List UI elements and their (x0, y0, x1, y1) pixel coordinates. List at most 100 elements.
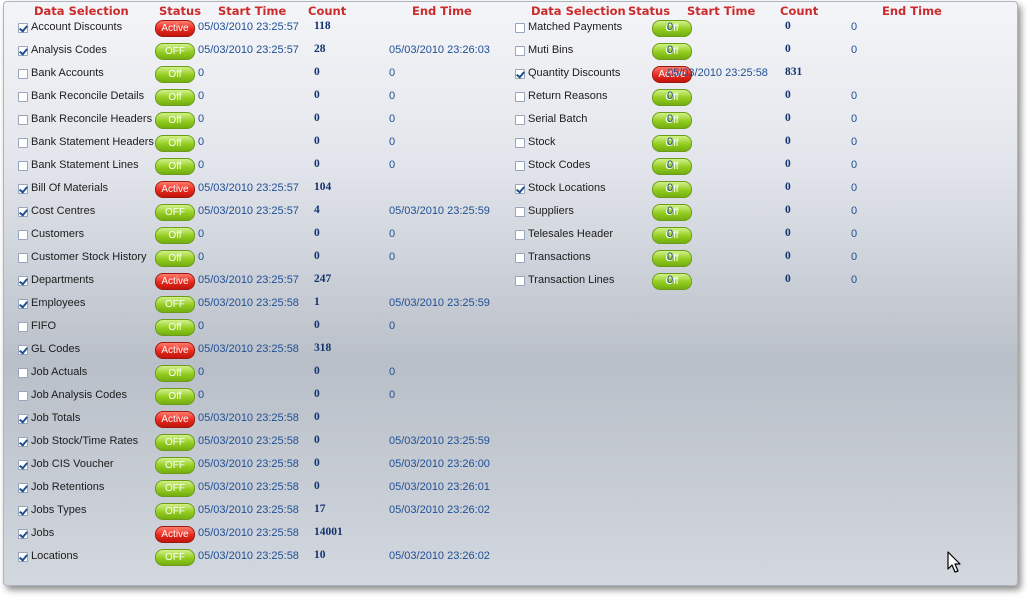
selection-checkbox[interactable] (515, 161, 525, 171)
status-toggle[interactable]: Active (652, 66, 692, 83)
selection-checkbox[interactable] (18, 115, 28, 125)
selection-checkbox[interactable] (515, 184, 525, 194)
selection-name: Employees (31, 297, 86, 309)
status-toggle[interactable]: Off (652, 20, 692, 37)
selection-row: Bank Statement Lines Off 0 0 0 (18, 157, 498, 177)
end-time-value: 05/03/2010 23:26:02 (389, 550, 490, 562)
start-time-value: 05/03/2010 23:25:58 (198, 343, 299, 355)
selection-checkbox[interactable] (18, 23, 28, 33)
selection-checkbox[interactable] (18, 138, 28, 148)
selection-checkbox[interactable] (18, 299, 28, 309)
status-toggle[interactable]: OFF (155, 204, 195, 221)
selection-name: Cost Centres (31, 205, 96, 217)
status-toggle[interactable]: Active (155, 342, 195, 359)
selection-checkbox[interactable] (515, 253, 525, 263)
selection-checkbox[interactable] (18, 529, 28, 539)
selection-checkbox[interactable] (515, 69, 525, 79)
selection-row: Quantity Discounts Active 05/03/2010 23:25… (515, 65, 995, 85)
selection-row: GL Codes Active 05/03/2010 23:25:58 318 (18, 341, 498, 361)
status-toggle[interactable]: Off (155, 89, 195, 106)
selection-checkbox[interactable] (515, 207, 525, 217)
status-toggle[interactable]: Active (155, 181, 195, 198)
status-toggle[interactable]: Off (652, 250, 692, 267)
selection-checkbox[interactable] (18, 506, 28, 516)
status-toggle[interactable]: OFF (155, 457, 195, 474)
status-toggle[interactable]: Off (652, 227, 692, 244)
start-time-value: 0 (198, 136, 205, 148)
status-toggle[interactable]: Off (155, 365, 195, 382)
header-end-time-left: End Time (412, 4, 472, 18)
status-toggle[interactable]: Off (652, 158, 692, 175)
start-time-value: 0 (667, 159, 674, 171)
status-toggle[interactable]: Off (155, 319, 195, 336)
status-toggle[interactable]: OFF (155, 503, 195, 520)
selection-checkbox[interactable] (18, 345, 28, 355)
status-toggle[interactable]: OFF (155, 43, 195, 60)
selection-checkbox[interactable] (18, 161, 28, 171)
selection-checkbox[interactable] (18, 460, 28, 470)
selection-checkbox[interactable] (18, 92, 28, 102)
status-toggle[interactable]: Off (155, 158, 195, 175)
selection-checkbox[interactable] (515, 115, 525, 125)
selection-checkbox[interactable] (515, 92, 525, 102)
selection-name: Analysis Codes (31, 44, 107, 56)
selection-row: Bank Statement Headers Off 0 0 0 (18, 134, 498, 154)
status-toggle[interactable]: Off (652, 112, 692, 129)
end-time-value: 0 (389, 159, 396, 171)
status-toggle[interactable]: Off (155, 250, 195, 267)
count-value: 0 (314, 434, 320, 446)
selection-checkbox[interactable] (18, 46, 28, 56)
end-time-value: 05/03/2010 23:26:00 (389, 458, 490, 470)
selection-checkbox[interactable] (18, 437, 28, 447)
selection-checkbox[interactable] (515, 138, 525, 148)
start-time-value: 0 (667, 251, 674, 263)
selection-row: Muti Bins Off 0 0 0 (515, 42, 995, 62)
selection-checkbox[interactable] (18, 253, 28, 263)
status-toggle[interactable]: OFF (155, 549, 195, 566)
selection-row: Employees OFF 05/03/2010 23:25:58 1 05/03/20… (18, 295, 498, 315)
selection-checkbox[interactable] (18, 276, 28, 286)
count-value: 0 (785, 112, 791, 124)
selection-checkbox[interactable] (18, 483, 28, 493)
status-toggle[interactable]: Off (652, 204, 692, 221)
status-toggle[interactable]: Active (155, 20, 195, 37)
status-toggle[interactable]: Off (155, 388, 195, 405)
selection-checkbox[interactable] (515, 46, 525, 56)
status-toggle[interactable]: Off (155, 112, 195, 129)
status-toggle[interactable]: OFF (155, 480, 195, 497)
status-toggle[interactable]: Active (155, 411, 195, 428)
selection-checkbox[interactable] (18, 184, 28, 194)
selection-checkbox[interactable] (18, 368, 28, 378)
count-value: 0 (314, 158, 320, 170)
status-toggle[interactable]: Active (155, 273, 195, 290)
selection-checkbox[interactable] (18, 322, 28, 332)
selection-checkbox[interactable] (18, 552, 28, 562)
status-toggle[interactable]: Off (652, 181, 692, 198)
selection-checkbox[interactable] (515, 276, 525, 286)
selection-checkbox[interactable] (18, 414, 28, 424)
selection-checkbox[interactable] (18, 230, 28, 240)
status-toggle[interactable]: Off (652, 89, 692, 106)
selection-row: Analysis Codes OFF 05/03/2010 23:25:57 28 05… (18, 42, 498, 62)
end-time-value: 0 (389, 320, 396, 332)
status-toggle[interactable]: OFF (155, 434, 195, 451)
start-time-value: 05/03/2010 23:25:57 (198, 205, 299, 217)
selection-checkbox[interactable] (18, 207, 28, 217)
selection-name: Suppliers (528, 205, 574, 217)
status-toggle[interactable]: OFF (155, 296, 195, 313)
selection-checkbox[interactable] (18, 69, 28, 79)
status-toggle[interactable]: Off (155, 227, 195, 244)
selection-checkbox[interactable] (515, 23, 525, 33)
selection-checkbox[interactable] (515, 230, 525, 240)
selection-checkbox[interactable] (18, 391, 28, 401)
selection-name: Bank Statement Lines (31, 159, 139, 171)
status-toggle[interactable]: Off (652, 273, 692, 290)
start-time-value: 0 (198, 159, 205, 171)
selection-row: Jobs Active 05/03/2010 23:25:58 14001 (18, 525, 498, 545)
status-toggle[interactable]: Off (155, 66, 195, 83)
status-toggle[interactable]: Off (155, 135, 195, 152)
status-toggle[interactable]: Off (652, 43, 692, 60)
status-toggle[interactable]: Off (652, 135, 692, 152)
status-toggle[interactable]: Active (155, 526, 195, 543)
end-time-value: 05/03/2010 23:25:59 (389, 435, 490, 447)
